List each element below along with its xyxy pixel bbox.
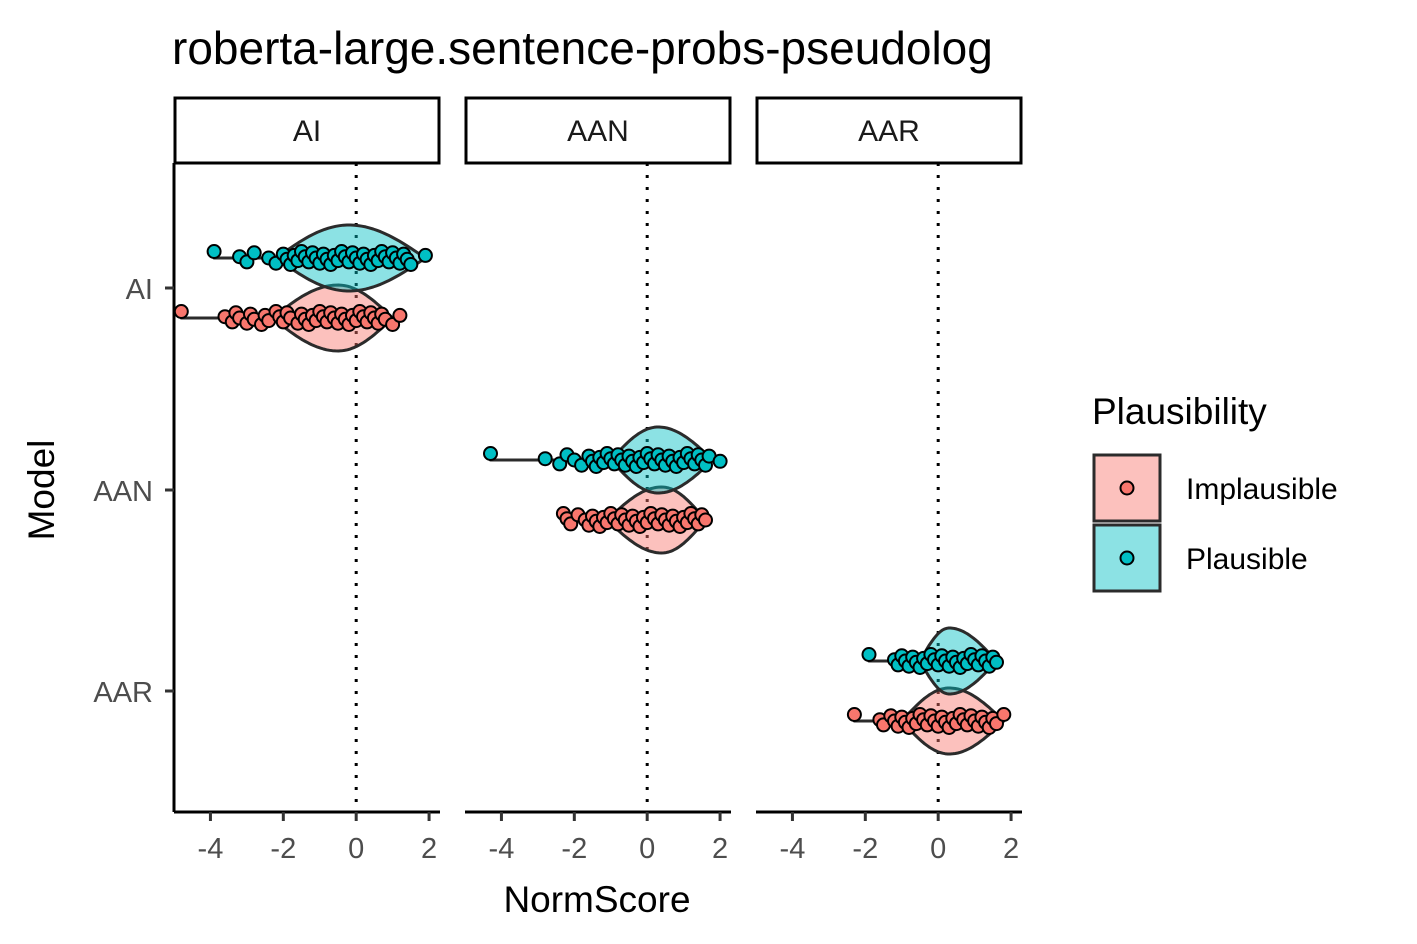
legend-point — [1119, 480, 1135, 496]
x-tick-label: -4 — [198, 833, 224, 865]
data-point — [989, 654, 1004, 670]
strip-box — [755, 96, 1023, 165]
legend-label: Plausible — [1186, 543, 1308, 576]
data-point — [712, 453, 728, 469]
data-point — [996, 707, 1012, 722]
x-tick-label: -4 — [780, 833, 806, 865]
legend: Plausibility Implausible Plausible — [1092, 391, 1338, 593]
data-point — [417, 247, 433, 263]
data-point — [846, 707, 862, 722]
strip-box — [464, 96, 732, 165]
y-tick-label: AI — [126, 274, 153, 306]
data-point — [403, 257, 419, 272]
violin-group-plausible — [483, 425, 728, 495]
data-point — [246, 245, 262, 261]
x-tick-label: -4 — [489, 833, 515, 865]
y-axis-title: Model — [21, 440, 62, 541]
x-tick-label: 0 — [930, 833, 946, 865]
data-point — [861, 647, 877, 662]
y-tick-label: AAN — [93, 476, 153, 508]
y-tick-label: AAR — [93, 677, 153, 709]
x-tick-label: 0 — [639, 833, 655, 865]
x-tick-label: 2 — [712, 833, 728, 865]
data-point — [392, 307, 408, 323]
x-tick-label: -2 — [561, 833, 587, 865]
data-point — [483, 446, 498, 461]
chart-title: roberta-large.sentence-probs-pseudolog — [172, 22, 993, 74]
x-tick-label: 2 — [1003, 833, 1019, 865]
strip-label: AAN — [567, 115, 629, 148]
x-axis: -4 -2 0 2 — [465, 810, 731, 865]
data-point — [173, 304, 189, 319]
violin-group-plausible — [206, 223, 433, 293]
x-axis: -4 -2 0 2 — [756, 810, 1022, 865]
panel-ai: AI -4 -2 0 2 — [173, 96, 441, 865]
strip-box — [173, 96, 441, 165]
panel-aar: AAR -4 -2 0 2 — [755, 96, 1023, 865]
panel-aan: AAN -4 -2 0 2 — [464, 96, 732, 865]
violin-group-implausible — [846, 686, 1012, 756]
x-axis-title: NormScore — [503, 879, 690, 920]
violin-group-implausible — [173, 283, 408, 353]
data-point — [206, 244, 222, 259]
x-tick-label: -2 — [852, 833, 878, 865]
data-point — [537, 451, 553, 467]
legend-key-implausible: Implausible — [1092, 453, 1338, 523]
legend-title: Plausibility — [1092, 391, 1267, 432]
x-tick-label: 0 — [348, 833, 364, 865]
x-tick-label: 2 — [421, 833, 437, 865]
violin-group-plausible — [861, 626, 1004, 696]
violin-group-implausible — [555, 485, 713, 555]
legend-label: Implausible — [1186, 473, 1338, 506]
x-tick-label: -2 — [270, 833, 296, 865]
x-axis: -4 -2 0 2 — [174, 810, 440, 865]
strip-label: AAR — [858, 115, 920, 148]
data-point — [698, 512, 713, 528]
legend-point — [1119, 550, 1135, 566]
strip-label: AI — [293, 115, 321, 148]
legend-key-plausible: Plausible — [1092, 523, 1308, 593]
